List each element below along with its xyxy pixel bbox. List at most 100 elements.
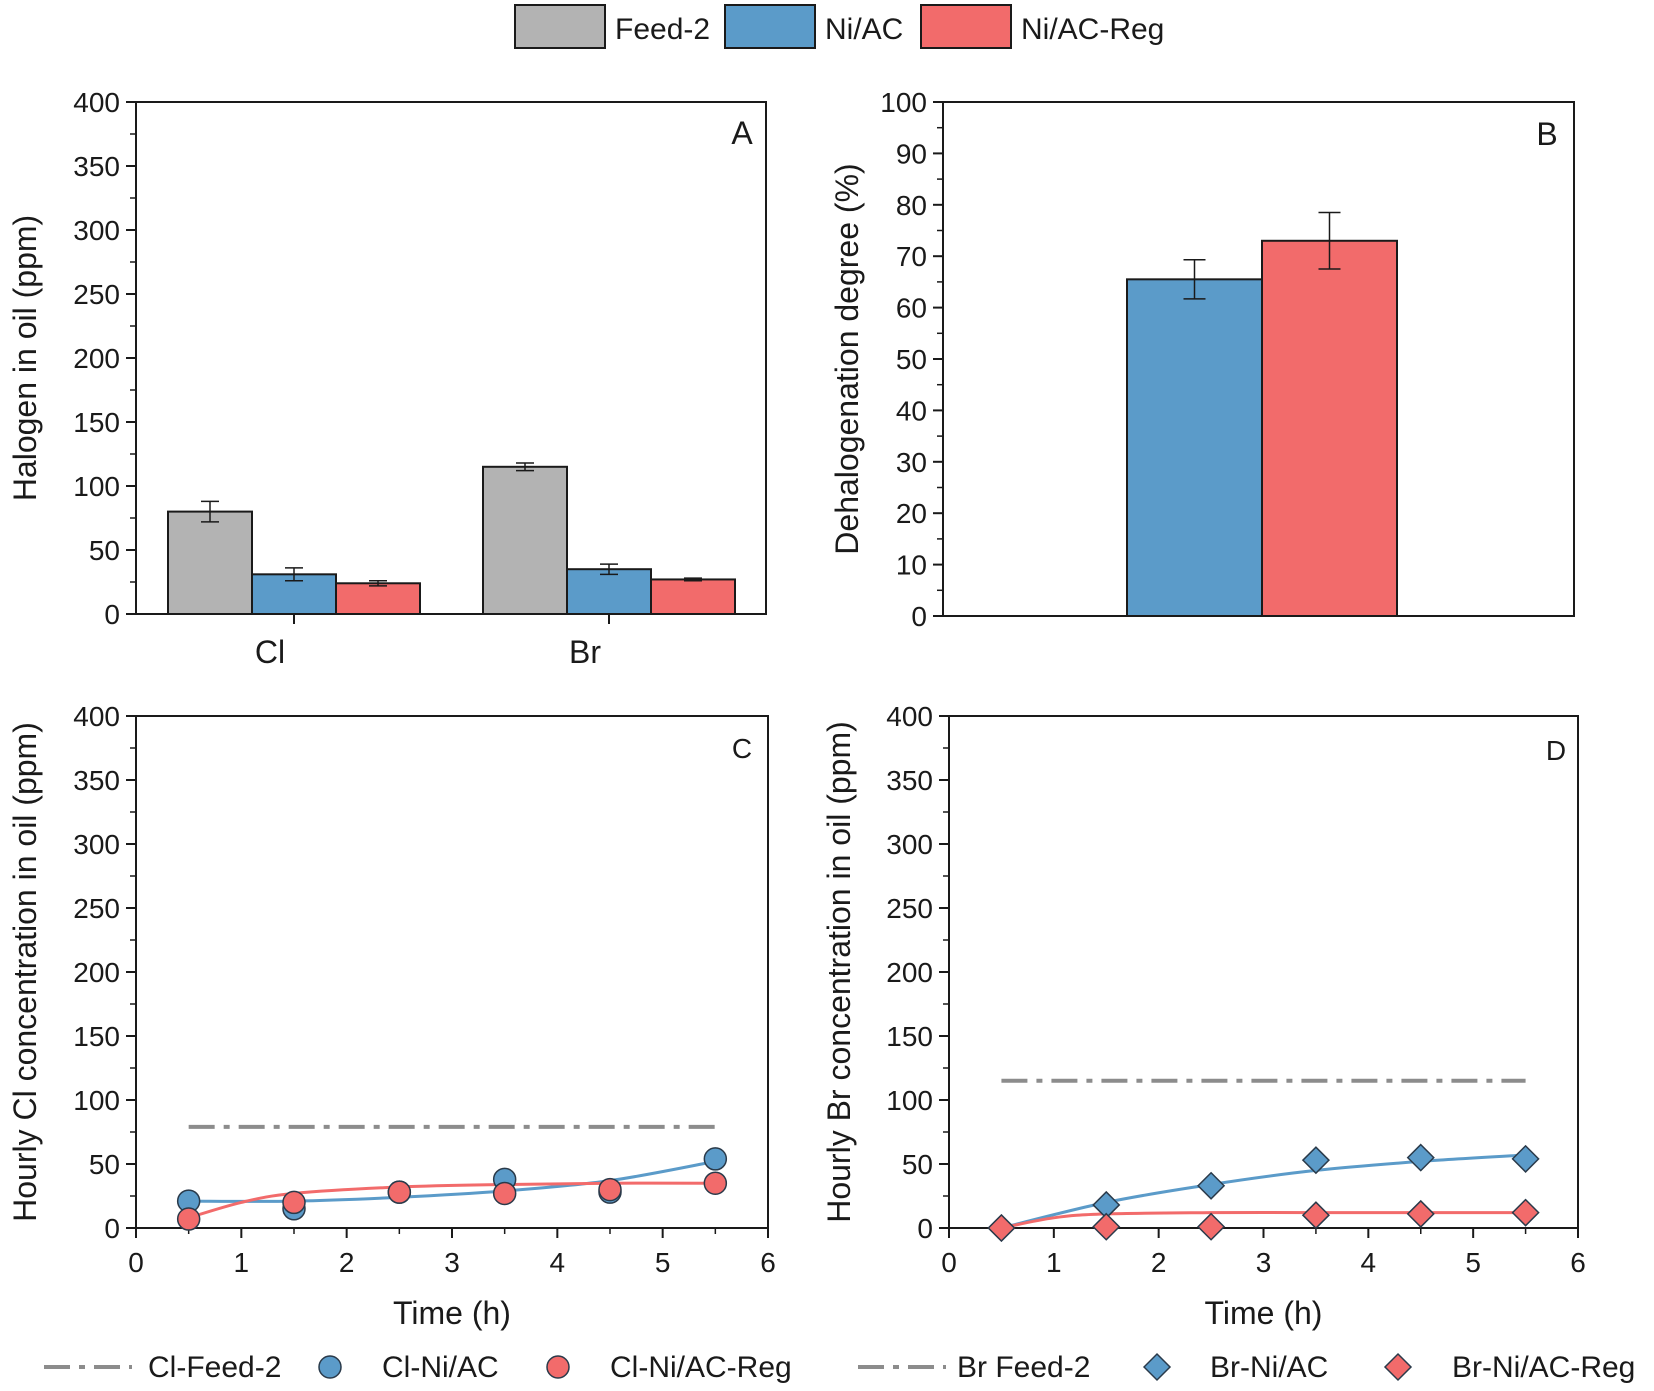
y-tick-label: 350 (73, 151, 120, 182)
legend-swatch (724, 4, 816, 49)
y-tick-label: 300 (73, 215, 120, 246)
legend-label: Cl-Feed-2 (148, 1351, 281, 1384)
y-tick-label: 250 (886, 893, 933, 924)
data-point (1092, 1212, 1121, 1241)
y-tick-label: 70 (896, 241, 927, 272)
x-tick-label: 4 (550, 1247, 566, 1278)
x-tick-label: 5 (655, 1247, 671, 1278)
y-axis-label: Dehalogenation degree (%) (829, 163, 865, 554)
y-tick-label: 0 (917, 1213, 933, 1244)
data-point (703, 1171, 728, 1195)
data-point (703, 1147, 728, 1171)
y-tick-label: 400 (73, 87, 120, 118)
panel-label: A (731, 115, 753, 151)
panel-label: D (1546, 735, 1566, 766)
y-tick-label: 40 (896, 395, 927, 426)
fit-curve (1001, 1153, 1526, 1230)
data-point (987, 1213, 1016, 1243)
data-point (1197, 1212, 1226, 1241)
x-tick-label: 4 (1361, 1247, 1377, 1278)
y-tick-label: 20 (896, 498, 927, 529)
x-tick-label: 0 (128, 1247, 144, 1278)
y-tick-label: 90 (896, 138, 927, 169)
data-point (1142, 1352, 1172, 1382)
x-tick-label: 5 (1465, 1247, 1481, 1278)
bar (650, 578, 736, 616)
x-tick-label: 0 (941, 1247, 957, 1278)
plot-frame (135, 715, 769, 1229)
legend-label: Ni/AC (825, 13, 903, 46)
legend-label: Cl-Ni/AC-Reg (610, 1351, 792, 1384)
y-tick-label: 200 (73, 343, 120, 374)
y-tick-label: 100 (73, 471, 120, 502)
fit-curve (188, 1159, 716, 1203)
x-category-label: Cl (255, 634, 285, 670)
x-axis-label: Time (h) (393, 1295, 511, 1331)
y-tick-label: 100 (886, 1085, 933, 1116)
y-tick-label: 150 (73, 1021, 120, 1052)
y-tick-label: 250 (73, 279, 120, 310)
data-point (1511, 1198, 1540, 1227)
bar (335, 582, 421, 616)
legend-label: Cl-Ni/AC (382, 1351, 499, 1384)
y-tick-label: 350 (886, 765, 933, 796)
y-tick-label: 350 (73, 765, 120, 796)
y-axis-label: Hourly Br concentration in oil (ppm) (821, 721, 857, 1223)
legend-label: Ni/AC-Reg (1021, 13, 1164, 46)
y-tick-label: 300 (73, 829, 120, 860)
y-tick-label: 300 (886, 829, 933, 860)
y-axis-label: Halogen in oil (ppm) (7, 215, 43, 501)
x-tick-label: 1 (1046, 1247, 1062, 1278)
data-point (1406, 1199, 1435, 1228)
x-tick-label: 6 (760, 1247, 776, 1278)
data-point (1383, 1352, 1413, 1382)
legend-label: Br Feed-2 (957, 1351, 1090, 1384)
legend-label: Feed-2 (615, 13, 710, 46)
y-tick-label: 80 (896, 190, 927, 221)
x-tick-label: 2 (1151, 1247, 1167, 1278)
y-axis-label: Hourly Cl concentration in oil (ppm) (7, 722, 43, 1222)
panel-label: C (732, 733, 752, 764)
y-tick-label: 50 (89, 535, 120, 566)
y-tick-label: 0 (911, 601, 927, 632)
data-point (598, 1177, 622, 1202)
data-point (1511, 1144, 1540, 1173)
y-tick-label: 100 (73, 1085, 120, 1116)
data-point (546, 1355, 570, 1379)
legend-swatch (514, 4, 606, 49)
bar (482, 465, 568, 615)
y-tick-label: 50 (902, 1149, 933, 1180)
data-point (1301, 1201, 1330, 1230)
y-tick-label: 400 (886, 701, 933, 732)
y-tick-label: 150 (73, 407, 120, 438)
y-tick-label: 250 (73, 893, 120, 924)
x-axis-label: Time (h) (1205, 1295, 1323, 1331)
panel-label: B (1536, 116, 1557, 152)
bar (1126, 278, 1263, 617)
y-tick-label: 400 (73, 701, 120, 732)
y-tick-label: 50 (896, 344, 927, 375)
data-point (1197, 1171, 1226, 1200)
x-tick-label: 3 (1256, 1247, 1272, 1278)
data-point (1406, 1143, 1435, 1172)
y-tick-label: 30 (896, 447, 927, 478)
x-tick-label: 2 (339, 1247, 355, 1278)
data-point (176, 1207, 201, 1231)
y-tick-label: 10 (896, 550, 927, 581)
y-tick-label: 100 (880, 87, 927, 118)
bar (566, 568, 652, 616)
x-tick-label: 1 (234, 1247, 250, 1278)
plot-frame (948, 715, 1579, 1229)
data-point (282, 1190, 306, 1215)
data-point (1301, 1146, 1330, 1175)
data-point (492, 1181, 517, 1206)
x-category-label: Br (569, 634, 601, 670)
y-tick-label: 0 (104, 599, 120, 630)
y-tick-label: 150 (886, 1021, 933, 1052)
y-tick-label: 0 (104, 1213, 120, 1244)
legend-swatch (920, 4, 1012, 49)
fit-curve (1001, 1211, 1526, 1230)
y-tick-label: 200 (886, 957, 933, 988)
y-tick-label: 50 (89, 1149, 120, 1180)
